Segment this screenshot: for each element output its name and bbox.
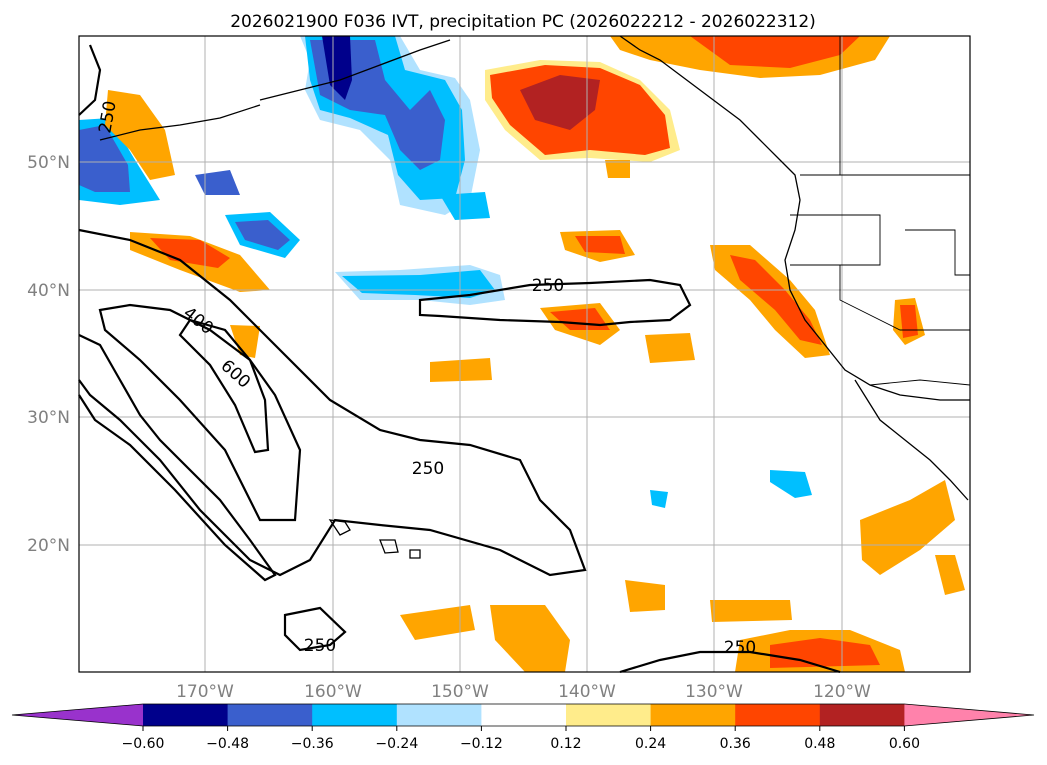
ivt-600-contour <box>178 318 270 454</box>
ivt-250-contour-small <box>283 606 347 652</box>
figure-title: 2026021900 F036 IVT, precipitation PC (2… <box>230 12 816 32</box>
orange-area-coast-core <box>730 255 822 345</box>
colorbar-segment <box>396 704 482 726</box>
map-gridlines <box>79 36 970 672</box>
colorbar-segment <box>481 704 567 726</box>
orange-area-sw2 <box>935 555 965 595</box>
orange-area-top-core <box>690 36 860 68</box>
lon-label: 150°W <box>431 682 489 702</box>
latitude-labels: 50°N 40°N 30°N 20°N <box>27 153 70 556</box>
state-borders-1 <box>790 214 881 266</box>
colorbar-segment <box>12 704 143 726</box>
north-america-coast <box>619 35 970 401</box>
colorbar-tick-label: 0.60 <box>889 736 920 752</box>
orange-area-south3 <box>625 580 665 612</box>
orange-area-mid3 <box>645 333 695 363</box>
contour-label: 250 <box>724 638 756 658</box>
blue-area-small2-mid <box>235 220 290 250</box>
negative-anomaly-areas <box>79 36 812 508</box>
colorbar-tick-label: 0.24 <box>635 736 666 752</box>
lat-label: 40°N <box>27 281 70 301</box>
baja-coast <box>854 379 969 501</box>
lat-label: 50°N <box>27 153 70 173</box>
alaska-peninsula-coast <box>259 39 451 101</box>
ivt-250-contour-south <box>619 650 841 674</box>
orange-area-sw <box>860 480 955 575</box>
colorbar-segment <box>227 704 313 726</box>
colorbar-segment <box>735 704 821 726</box>
contour-label: 250 <box>532 276 564 296</box>
aleutian-islands <box>99 104 261 141</box>
colorbar-segment <box>650 704 736 726</box>
state-borders-3 <box>905 229 970 276</box>
orange-area-south4 <box>710 600 792 622</box>
lon-label: 160°W <box>304 682 362 702</box>
contour-label: 250 <box>304 636 336 656</box>
lon-label: 170°W <box>176 682 234 702</box>
orange-area-mid4 <box>430 358 492 382</box>
colorbar-tick-label: 0.12 <box>550 736 581 752</box>
blue-area-small3 <box>440 192 490 220</box>
blue-area-central <box>342 270 495 298</box>
state-borders-2 <box>839 265 970 331</box>
blue-area-west-mid <box>79 125 130 192</box>
orange-area-west2-core <box>150 238 230 268</box>
colorbar-segment <box>143 704 229 726</box>
map-frame <box>78 35 971 673</box>
orange-area-small2 <box>605 160 630 178</box>
lat-label: 30°N <box>27 408 70 428</box>
ivt-400-contour <box>98 303 302 522</box>
colorbar-tick-label: −0.36 <box>291 736 334 752</box>
orange-area-small1 <box>230 325 260 358</box>
ivt-250-contour-nw <box>78 44 102 116</box>
orange-area-south2 <box>490 605 570 672</box>
red-area-north-core <box>520 75 600 130</box>
colorbar-tick-label: 0.48 <box>804 736 835 752</box>
ivt-250-contour-main <box>78 228 587 577</box>
colorbar-tick-label: −0.48 <box>206 736 249 752</box>
longitude-labels: 170°W 160°W 150°W 140°W 130°W 120°W <box>176 682 871 702</box>
blue-area-east <box>770 470 812 498</box>
blue-area-small4 <box>650 490 668 508</box>
colorbar: −0.60 −0.48 −0.36 −0.24 −0.12 0.12 0.24 0.36 0.4… <box>11 703 1035 752</box>
contour-label: 250 <box>412 459 444 479</box>
colorbar-tick-label: −0.12 <box>460 736 503 752</box>
lat-label: 20°N <box>27 536 70 556</box>
colorbar-tick-label: 0.36 <box>720 736 751 752</box>
colorbar-segment <box>312 704 398 726</box>
orange-area-south1 <box>400 605 475 640</box>
political-borders <box>790 36 971 386</box>
lon-label: 140°W <box>558 682 616 702</box>
colorbar-segment <box>819 704 905 726</box>
ivt-contours <box>78 44 841 674</box>
orange-area-inland-core <box>900 305 918 338</box>
ivt-250-contour-central <box>418 278 692 327</box>
lon-label: 120°W <box>813 682 871 702</box>
colorbar-segment <box>566 704 652 726</box>
orange-area-west <box>105 90 175 180</box>
coastlines <box>99 35 970 559</box>
us-mexico-border <box>869 379 971 386</box>
map-panel: 250 400 600 250 250 250 250 <box>78 35 971 674</box>
blue-area-gulf-core <box>322 36 352 100</box>
colorbar-segment <box>904 704 1034 726</box>
colorbar-tick-label: −0.24 <box>375 736 418 752</box>
colorbar-tick-label: −0.60 <box>122 736 165 752</box>
ivt-250-contour-inner <box>78 334 277 582</box>
lon-label: 130°W <box>685 682 743 702</box>
blue-area-small1 <box>195 170 240 195</box>
